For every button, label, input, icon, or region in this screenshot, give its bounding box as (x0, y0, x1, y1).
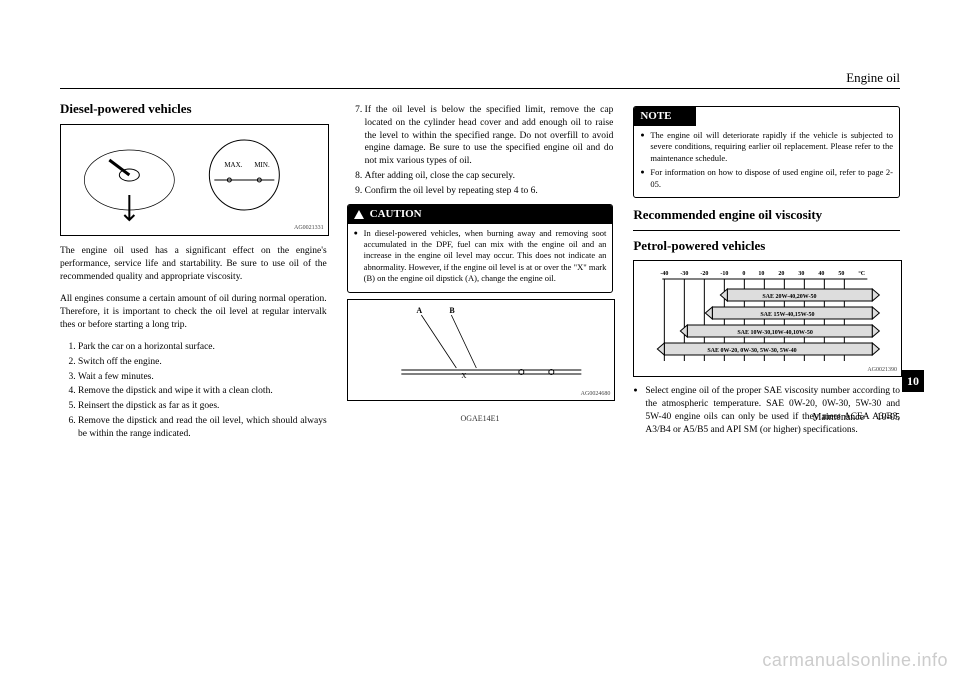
column-3: NOTE The engine oil will deteriorate rap… (633, 100, 900, 443)
check-steps-7-9: If the oil level is below the specified … (347, 104, 614, 198)
svg-text:30: 30 (799, 271, 805, 277)
footer-page: 10-05 (877, 412, 900, 423)
chapter-tab: 10 (902, 370, 924, 392)
label-b: B (449, 306, 455, 315)
x-mark: X (461, 372, 466, 380)
max-label: MAX. (224, 161, 242, 169)
page-topic: Engine oil (846, 70, 900, 86)
svg-text:10: 10 (759, 271, 765, 277)
figure-viscosity-chart: -40 -30 -20 -10 0 10 20 30 40 50 °C (633, 260, 902, 377)
note-item-2: For information on how to dispose of use… (640, 167, 893, 190)
svg-text:-30: -30 (681, 271, 689, 277)
figure-dipstick-marks: X A B AG0024680 (347, 299, 616, 401)
svg-text:0: 0 (743, 271, 746, 277)
caution-body: In diesel-powered vehicles, when burning… (348, 224, 613, 292)
caution-label: CAUTION (370, 207, 422, 222)
svg-text:-40: -40 (661, 271, 669, 277)
oil-row-4: SAE 0W-20, 0W-30, 5W-30, 5W-40 (708, 348, 797, 354)
viscosity-chart: -40 -30 -20 -10 0 10 20 30 40 50 °C (634, 261, 901, 376)
section-divider (633, 230, 900, 231)
step-6: Remove the dipstick and read the oil lev… (78, 415, 327, 441)
column-2: If the oil level is below the specified … (347, 100, 614, 443)
section-title-recommended: Recommended engine oil viscosity (633, 206, 900, 224)
step-7: If the oil level is below the specified … (365, 104, 614, 168)
content-columns: Diesel-powered vehicles MAX. MIN. AG0021… (60, 100, 900, 443)
svg-text:°C: °C (859, 270, 866, 277)
label-a: A (416, 306, 422, 315)
oil-row-1: SAE 20W-40,20W-50 (763, 294, 817, 300)
note-box: NOTE The engine oil will deteriorate rap… (633, 106, 900, 198)
warning-triangle-icon (354, 210, 364, 219)
dipstick-illustration: MAX. MIN. (61, 125, 328, 235)
para-significance: The engine oil used has a significant ef… (60, 245, 327, 283)
doc-code: OGAE14E1 (460, 414, 499, 423)
section-title-diesel: Diesel-powered vehicles (60, 100, 327, 118)
header-rule (60, 88, 900, 89)
dipstick-marks-illustration: X A B (348, 300, 615, 400)
figure-caption: AG0021331 (294, 224, 324, 232)
note-body: The engine oil will deteriorate rapidly … (634, 126, 899, 197)
step-3: Wait a few minutes. (78, 371, 327, 384)
svg-text:-20: -20 (701, 271, 709, 277)
note-label: NOTE (640, 109, 671, 124)
step-1: Park the car on a horizontal surface. (78, 341, 327, 354)
caution-header: CAUTION (348, 205, 613, 224)
note-item-1: The engine oil will deteriorate rapidly … (640, 130, 893, 164)
step-5: Reinsert the dipstick as far as it goes. (78, 400, 327, 413)
min-label: MIN. (254, 161, 270, 169)
oil-row-2: SAE 15W-40,15W-50 (761, 312, 815, 318)
figure-caption-2: AG0024680 (581, 390, 611, 398)
note-header: NOTE (634, 107, 696, 126)
svg-text:20: 20 (779, 271, 785, 277)
svg-text:40: 40 (819, 271, 825, 277)
step-9: Confirm the oil level by repeating step … (365, 185, 614, 198)
para-consumption: All engines consume a certain amount of … (60, 293, 327, 331)
svg-text:50: 50 (839, 271, 845, 277)
caution-box: CAUTION In diesel-powered vehicles, when… (347, 204, 614, 293)
figure-caption-3: AG0021390 (867, 366, 897, 374)
svg-text:-10: -10 (721, 271, 729, 277)
step-4: Remove the dipstick and wipe it with a c… (78, 385, 327, 398)
step-2: Switch off the engine. (78, 356, 327, 369)
check-steps-1-6: Park the car on a horizontal surface. Sw… (60, 341, 327, 441)
subtitle-petrol: Petrol-powered vehicles (633, 237, 900, 255)
figure-dipstick: MAX. MIN. AG0021331 (60, 124, 329, 236)
manual-page: Engine oil Diesel-powered vehicles MAX. (0, 0, 960, 473)
footer-section: Maintenance (813, 412, 865, 423)
column-1: Diesel-powered vehicles MAX. MIN. AG0021… (60, 100, 327, 443)
page-footer: Maintenance 10-05 (813, 412, 900, 423)
watermark: carmanualsonline.info (762, 650, 948, 671)
caution-item: In diesel-powered vehicles, when burning… (354, 228, 607, 285)
oil-row-3: SAE 10W-30,10W-40,10W-50 (738, 330, 814, 336)
step-8: After adding oil, close the cap securely… (365, 170, 614, 183)
